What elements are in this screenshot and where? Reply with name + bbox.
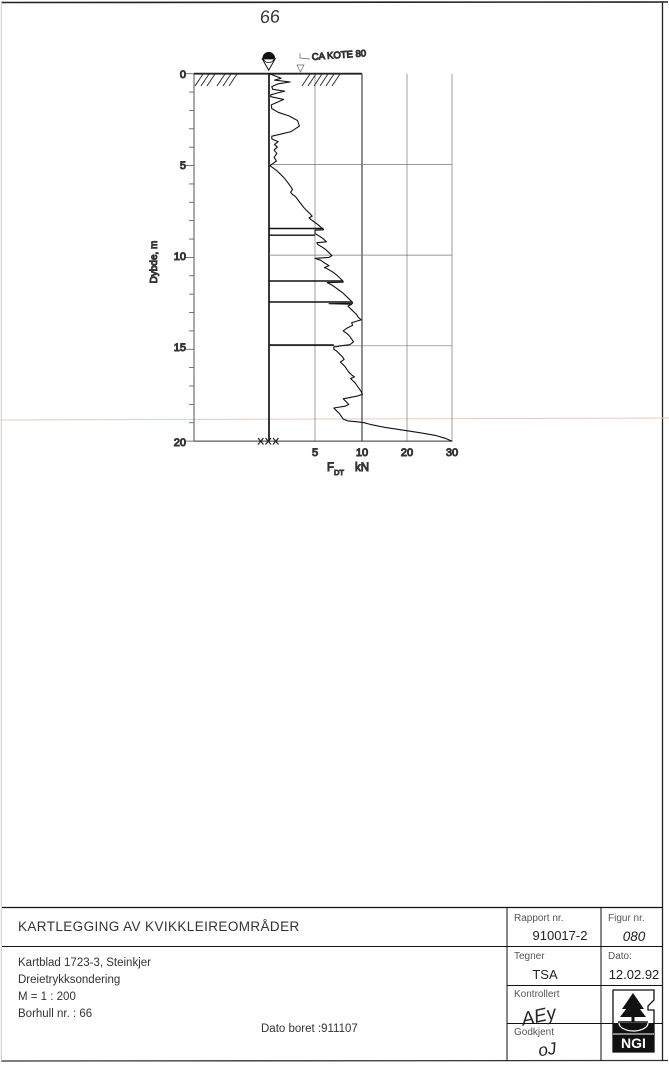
- svg-text:TSA: TSA: [532, 967, 558, 982]
- svg-text:F: F: [327, 462, 334, 474]
- svg-text:Kartblad 1723-3, Steinkjer: Kartblad 1723-3, Steinkjer: [18, 957, 151, 969]
- svg-text:Borhull nr. : 66: Borhull nr. : 66: [18, 1008, 92, 1020]
- svg-text:30: 30: [446, 447, 458, 459]
- svg-text:M = 1 : 200: M = 1 : 200: [18, 991, 76, 1003]
- svg-text:15: 15: [174, 342, 186, 354]
- svg-text:Dato boret :911107: Dato boret :911107: [261, 1023, 358, 1035]
- svg-text:Kontrollert: Kontrollert: [514, 989, 560, 1000]
- svg-text:910017-2: 910017-2: [533, 928, 588, 943]
- svg-text:Rapport nr.: Rapport nr.: [514, 913, 563, 924]
- svg-text:66: 66: [259, 6, 280, 27]
- svg-text:10: 10: [356, 447, 368, 459]
- svg-text:Tegner: Tegner: [514, 951, 545, 962]
- svg-text:Figur nr.: Figur nr.: [608, 913, 645, 924]
- svg-text:NGI: NGI: [621, 1035, 646, 1051]
- svg-text:Godkjent: Godkjent: [514, 1027, 554, 1038]
- svg-text:5: 5: [312, 447, 318, 459]
- svg-text:kN: kN: [355, 462, 369, 474]
- svg-text:12.02.92: 12.02.92: [609, 967, 660, 982]
- svg-text:Dybde, m: Dybde, m: [149, 241, 160, 284]
- svg-text:20: 20: [401, 447, 413, 459]
- svg-text:080: 080: [623, 929, 646, 944]
- svg-text:DT: DT: [334, 468, 344, 477]
- svg-text:0: 0: [180, 69, 186, 81]
- svg-text:KARTLEGGING AV KVIKKLEIREOMRÅD: KARTLEGGING AV KVIKKLEIREOMRÅDER: [18, 919, 300, 934]
- svg-text:Dreietrykksondering: Dreietrykksondering: [18, 974, 120, 986]
- svg-text:5: 5: [180, 160, 186, 172]
- svg-text:oJ: oJ: [537, 1039, 558, 1060]
- svg-text:Dato:: Dato:: [608, 951, 632, 962]
- svg-text:CA KOTE 80: CA KOTE 80: [311, 48, 366, 63]
- svg-text:20: 20: [174, 437, 186, 449]
- svg-text:10: 10: [174, 251, 186, 263]
